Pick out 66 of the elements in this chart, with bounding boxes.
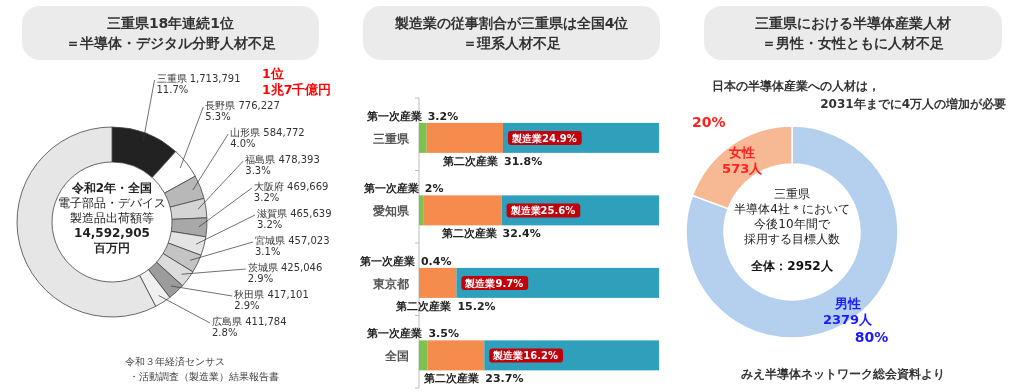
chart-title: 三重県18年連続1位＝半導体・デジタル分野人材不足: [65, 15, 276, 51]
slice-label: 福島県 478,393 3.3%: [245, 154, 320, 176]
text: 14,592,905: [74, 226, 150, 240]
text: 今後10年間で: [754, 217, 831, 231]
data-label: 3.2%: [427, 109, 459, 123]
bar: [423, 195, 502, 226]
bar: [419, 122, 427, 153]
text: 第二次産業: [396, 299, 452, 313]
bar: [419, 195, 424, 226]
text: 電子部品・デバイス: [58, 196, 166, 210]
text: 百万円: [93, 241, 130, 255]
annotation: 製造業24.9%: [511, 132, 577, 144]
data-label: 15.2%: [457, 299, 496, 313]
chart-title: 三重県における半導体産業人材＝男性・女性ともに人材不足: [755, 15, 951, 51]
data-label: 23.7%: [485, 372, 524, 386]
slice-label: 長野県 776,227 5.3%: [205, 100, 280, 122]
text: みえ半導体ネットワーク総会資料より: [741, 367, 945, 381]
text: 令和2年・全国: [70, 181, 153, 195]
text: 令和３年経済センサス: [125, 356, 225, 367]
chart-subtitle: 日本の半導体産業への人材は，2031年までに4万人の増加が必要: [712, 79, 1006, 111]
text: 第一次産業: [363, 182, 419, 196]
text: 80%: [854, 329, 889, 345]
slice-label: 茨城県 425,046 2.9%: [247, 262, 323, 284]
slice-label: 山形県 584,772 4.0%: [230, 127, 305, 149]
text: 第一次産業: [367, 327, 423, 341]
annotation: 製造業25.6%: [509, 205, 576, 217]
bar: [426, 122, 503, 153]
bar: [427, 340, 485, 371]
annotation: 製造業16.2%: [492, 350, 558, 362]
slice-label: 滋賀県 465,639 3.2%: [256, 208, 332, 230]
text: 第二次産業: [441, 227, 497, 241]
series-label: 第二次産業: [442, 154, 498, 168]
slice-label: 大阪府 469,669 3.2%: [253, 181, 329, 203]
data-label: 2%: [424, 182, 444, 196]
bar: [419, 267, 457, 298]
text: 採用する目標人数: [744, 232, 840, 246]
data-label: 2379人: [822, 311, 874, 327]
y-tick-label: 東京都: [372, 276, 409, 291]
text: 半導体4社＊において: [734, 202, 850, 216]
slice-label: 女性: [728, 144, 756, 160]
y-tick-label: 三重県: [373, 131, 410, 146]
y-tick-label: 愛知県: [373, 204, 410, 219]
text: ・活動調査（製造業）結果報告書: [129, 371, 279, 382]
text: 20%: [691, 114, 726, 131]
annotation: 製造業9.7%: [464, 277, 524, 289]
text: 第一次産業: [359, 254, 415, 268]
text: 1兆7千億円: [262, 82, 332, 97]
slice-label: 広島県 411,784 2.8%: [212, 316, 287, 338]
slice-label: 秋田県 417,101 2.9%: [234, 289, 309, 311]
data-label: 31.8%: [504, 154, 543, 168]
bar: [419, 340, 428, 371]
chart-title: 製造業の従事割合が三重県は全国4位＝理系人材不足: [393, 15, 629, 51]
slice-label: 男性: [833, 295, 861, 311]
y-tick-label: 全国: [384, 349, 409, 364]
text: 製造品出荷額等: [70, 211, 154, 225]
text: 1位: [262, 66, 284, 81]
text: 全体：2952人: [750, 259, 834, 273]
series-label: 第一次産業: [365, 109, 422, 123]
data-label: 0.4%: [420, 254, 452, 268]
text: 三重県: [774, 187, 810, 201]
data-label: 573人: [722, 160, 764, 176]
slice-label: 三重県 1,713,791 11.7%: [156, 73, 241, 95]
data-label: 3.5%: [428, 327, 459, 341]
data-label: 32.4%: [502, 227, 541, 241]
slice-label: 宮城県 457,023 3.1%: [255, 235, 330, 257]
text: 第二次産業: [424, 372, 480, 386]
